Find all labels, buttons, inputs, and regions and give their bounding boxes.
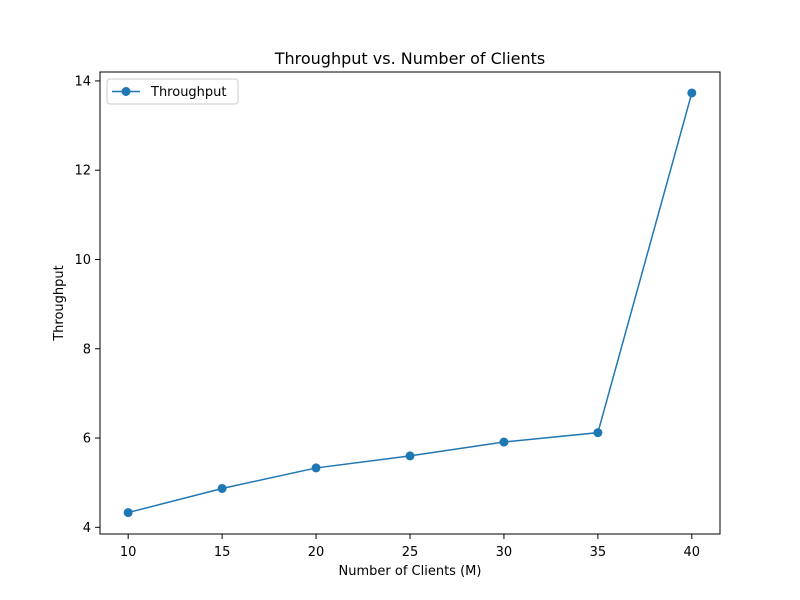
y-tick-label: 4 <box>83 521 91 536</box>
x-axis-ticks: 10 15 20 25 30 35 40 <box>120 534 700 560</box>
legend: Throughput <box>106 78 239 105</box>
series-layer <box>123 88 697 518</box>
x-axis-label: Number of Clients (M) <box>339 564 482 579</box>
data-point <box>593 428 603 438</box>
y-axis-ticks: 4 6 8 10 12 14 <box>74 74 100 536</box>
data-point <box>687 88 697 98</box>
data-point <box>405 451 415 461</box>
y-tick-label: 12 <box>74 164 91 179</box>
legend-box <box>106 78 239 105</box>
plot-frame <box>99 71 721 535</box>
y-tick-label: 10 <box>74 253 91 268</box>
data-point <box>499 437 509 447</box>
data-point <box>123 508 133 518</box>
plot-background <box>100 72 720 534</box>
legend-label: Throughput <box>150 85 227 100</box>
y-tick-label: 8 <box>83 342 91 357</box>
data-point <box>217 483 227 493</box>
y-tick-label: 14 <box>74 74 91 89</box>
plot-area <box>100 72 720 534</box>
y-tick-label: 6 <box>83 432 91 447</box>
x-tick-label: 20 <box>308 545 325 560</box>
y-axis-label: Throughput <box>52 265 67 342</box>
x-tick-label: 15 <box>214 545 231 560</box>
legend-marker <box>121 87 131 96</box>
x-tick-label: 10 <box>120 545 137 560</box>
x-tick-label: 35 <box>590 545 607 560</box>
x-tick-label: 25 <box>402 545 419 560</box>
x-tick-label: 30 <box>496 545 513 560</box>
chart-title: Throughput vs. Number of Clients <box>274 49 546 68</box>
x-tick-label: 40 <box>684 545 701 560</box>
data-point <box>311 463 321 473</box>
